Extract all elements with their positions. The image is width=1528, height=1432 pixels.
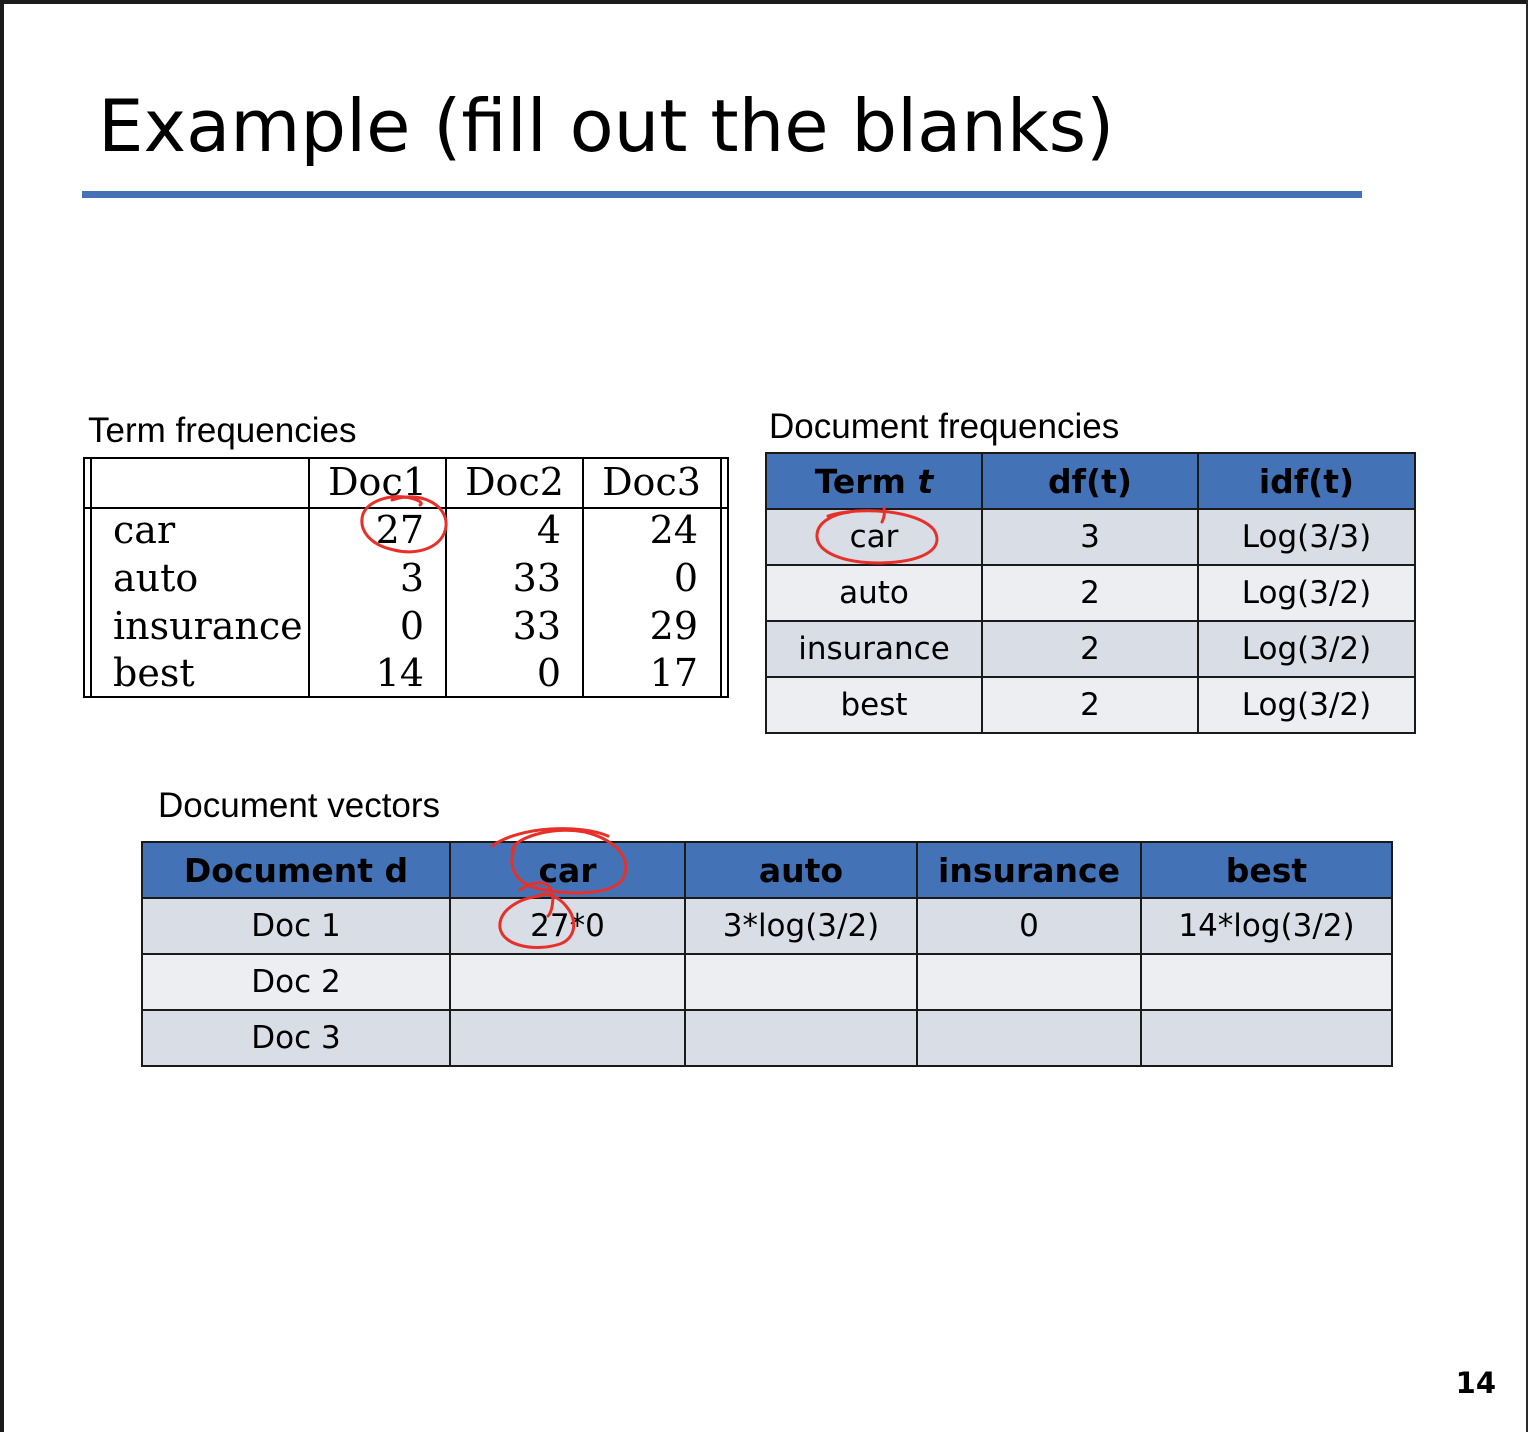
dv-cell-car: 27*0: [449, 897, 686, 955]
df-row-idf: Log(3/2): [1197, 620, 1416, 678]
tf-cell: 4: [536, 508, 561, 552]
df-header-df: df(t): [981, 452, 1199, 510]
dv-cell-car: [449, 953, 686, 1011]
dv-cell-best: [1140, 1009, 1393, 1067]
df-header-term-variable: t: [917, 461, 934, 501]
dv-cell-insurance: [916, 1009, 1142, 1067]
term-frequencies-table: Doc1 Doc2 Doc3 car 27 4 24 auto 3 33 0 i…: [83, 457, 729, 698]
tf-cell: 14: [375, 651, 424, 695]
dv-cell-car: [449, 1009, 686, 1067]
tf-cell: 17: [649, 651, 698, 695]
tf-cell: 27: [375, 508, 424, 552]
df-row-df: 2: [981, 564, 1199, 622]
df-row-idf: Log(3/2): [1197, 564, 1416, 622]
dv-header-car: car: [449, 841, 686, 899]
tf-col-header-doc1: Doc1: [328, 460, 427, 504]
dv-cell-auto: [684, 953, 918, 1011]
document-vectors-caption: Document vectors: [158, 786, 441, 825]
tf-row-term: insurance: [113, 604, 303, 648]
df-header-idf: idf(t): [1197, 452, 1416, 510]
df-row-idf: Log(3/3): [1197, 508, 1416, 566]
dv-header-insurance: insurance: [916, 841, 1142, 899]
df-row-df: 3: [981, 508, 1199, 566]
dv-cell-best: [1140, 953, 1393, 1011]
slide-title: Example (fill out the blanks): [98, 84, 1115, 168]
tf-col-header-doc3: Doc3: [602, 460, 701, 504]
df-row-df: 2: [981, 676, 1199, 734]
window-frame-left: [0, 0, 4, 1432]
window-frame-right: [1526, 0, 1528, 1432]
tf-col-header-doc2: Doc2: [465, 460, 564, 504]
document-frequencies-table: Term t df(t) idf(t) car 3 Log(3/3) auto …: [765, 452, 1416, 734]
df-row-df: 2: [981, 620, 1199, 678]
tf-cell: 33: [512, 556, 561, 600]
dv-cell-insurance: [916, 953, 1142, 1011]
window-frame-top: [0, 0, 1528, 4]
term-frequencies-caption: Term frequencies: [88, 411, 357, 450]
tf-cell: 0: [673, 556, 698, 600]
dv-cell-insurance: 0: [916, 897, 1142, 955]
dv-header-auto: auto: [684, 841, 918, 899]
title-underline: [82, 191, 1362, 198]
dv-row-doc: Doc 2: [141, 953, 451, 1011]
tf-row-term: auto: [113, 556, 199, 600]
df-row-term: auto: [765, 564, 983, 622]
tf-cell: 29: [649, 604, 698, 648]
dv-cell-auto: [684, 1009, 918, 1067]
dv-row-doc: Doc 3: [141, 1009, 451, 1067]
df-header-term: Term t: [765, 452, 983, 510]
tf-cell: 24: [649, 508, 698, 552]
dv-row-doc: Doc 1: [141, 897, 451, 955]
dv-cell-auto: 3*log(3/2): [684, 897, 918, 955]
tf-cell: 0: [536, 651, 561, 695]
df-row-idf: Log(3/2): [1197, 676, 1416, 734]
tf-cell: 33: [512, 604, 561, 648]
dv-cell-best: 14*log(3/2): [1140, 897, 1393, 955]
document-frequencies-caption: Document frequencies: [769, 407, 1120, 446]
tf-cell: 0: [399, 604, 424, 648]
tf-cell: 3: [399, 556, 424, 600]
df-row-term: best: [765, 676, 983, 734]
df-row-term: car: [765, 508, 983, 566]
tf-row-term: best: [113, 651, 195, 695]
df-row-term: insurance: [765, 620, 983, 678]
dv-header-best: best: [1140, 841, 1393, 899]
document-vectors-table: Document d car auto insurance best Doc 1…: [141, 841, 1393, 1067]
dv-header-document: Document d: [141, 841, 451, 899]
tf-row-term: car: [113, 508, 176, 552]
page-number: 14: [1455, 1366, 1496, 1400]
